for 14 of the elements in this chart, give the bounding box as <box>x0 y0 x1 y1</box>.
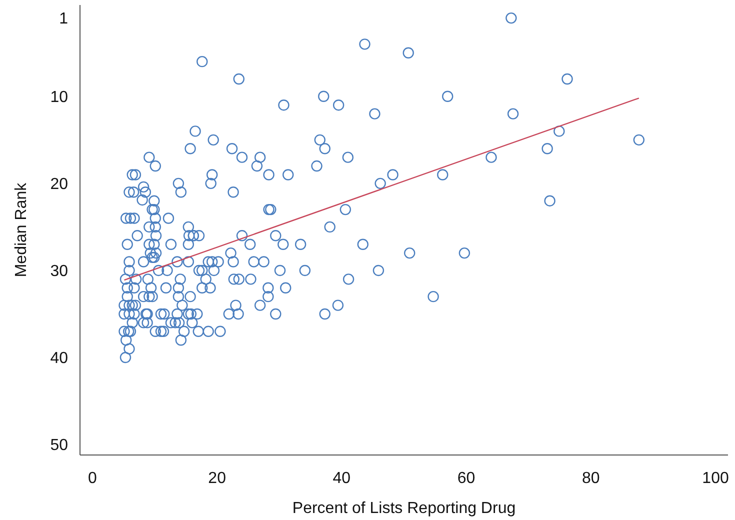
y-axis-title: Median Rank <box>13 182 30 278</box>
x-axis-title: Percent of Lists Reporting Drug <box>292 500 516 517</box>
y-tick-label: 30 <box>50 263 68 280</box>
x-tick-label: 40 <box>332 470 351 487</box>
x-tick-label: 80 <box>582 470 600 487</box>
x-tick-label: 20 <box>208 470 226 487</box>
y-tick-label: 20 <box>50 176 68 194</box>
y-tick-label: 10 <box>50 88 68 106</box>
x-tick-label: 100 <box>702 470 729 487</box>
y-tick-label: 40 <box>50 350 68 368</box>
y-tick-label: 1 <box>59 10 68 28</box>
x-tick-label: 0 <box>88 470 98 487</box>
y-tick-label: 50 <box>50 437 68 454</box>
x-tick-label: 60 <box>457 470 476 487</box>
